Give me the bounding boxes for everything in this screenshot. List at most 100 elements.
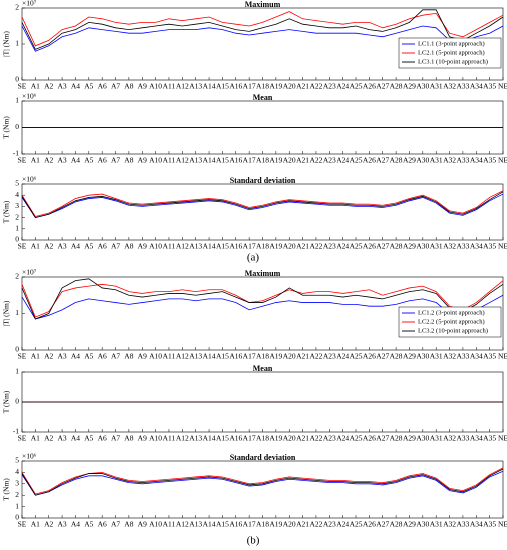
series-line [21,280,504,318]
x-tick-label: A9 [138,352,147,361]
y-axis-label: T (Nm) [2,390,11,413]
y-axis-label: T (Nm) [2,478,11,501]
x-tick-label: A29 [403,434,416,443]
x-tick-label: A6 [98,434,107,443]
y-axis-label: T (Nm) [2,200,11,223]
legend-label: LC3.1 (10-point approach) [418,58,488,65]
x-tick-label: A13 [189,352,202,361]
x-tick-label: A16 [229,520,242,529]
x-tick-label: A9 [138,82,147,91]
x-tick-label: A35 [483,156,496,165]
x-tick-label: A6 [98,156,107,165]
y-tick-label: 1 [15,224,19,233]
legend-label: LC3.2 (10-point approach) [418,327,488,334]
y-tick-label: 3 [15,201,19,210]
y-exponent: ×10⁷ [22,0,37,8]
x-tick-label: A5 [84,82,93,91]
x-tick-label: A20 [283,434,296,443]
x-tick-label: A33 [456,434,469,443]
x-tick-label: A11 [163,352,176,361]
x-tick-label: A2 [44,434,53,443]
x-tick-label: A11 [163,520,176,529]
x-tick-label: A17 [243,352,256,361]
x-tick-label: A24 [336,156,349,165]
series-line [21,294,504,320]
x-tick-label: A19 [269,434,282,443]
y-tick-label: -1 [13,427,19,436]
x-tick-label: A31 [430,156,443,165]
series-line [21,190,504,217]
x-tick-label: A30 [416,242,429,251]
x-tick-label: A24 [336,434,349,443]
x-tick-label: A35 [483,352,496,361]
x-tick-label: A23 [323,242,336,251]
x-tick-label: A27 [376,82,389,91]
x-tick-label: A23 [323,352,336,361]
x-tick-label: A23 [323,82,336,91]
x-tick-label: A17 [243,520,256,529]
x-tick-label: A30 [416,520,429,529]
legend-box [398,37,502,69]
x-tick-label: A11 [163,434,176,443]
x-tick-label: A33 [456,82,469,91]
x-tick-label: A14 [203,82,216,91]
chart-title: Standard deviation [230,453,296,462]
x-tick-label: A33 [456,156,469,165]
x-tick-label: A1 [31,520,40,529]
series-line [21,9,504,50]
x-tick-label: A35 [483,82,496,91]
x-tick-label: A30 [416,434,429,443]
x-tick-label: A9 [138,434,147,443]
x-tick-label: A21 [296,242,309,251]
x-tick-label: A17 [243,82,256,91]
x-tick-label: A26 [363,82,376,91]
x-tick-label: A28 [390,242,403,251]
x-tick-label: A29 [403,242,416,251]
x-tick-label: A7 [111,242,120,251]
x-tick-label: A19 [269,352,282,361]
x-tick-label: A23 [323,434,336,443]
x-tick-label: A16 [229,156,242,165]
x-tick-label: A12 [176,156,189,165]
x-tick-label: A8 [124,352,133,361]
x-tick-label: A12 [176,434,189,443]
x-tick-label: A3 [57,520,66,529]
x-tick-label: A2 [44,520,53,529]
x-tick-label: A26 [363,242,376,251]
x-tick-label: A31 [430,242,443,251]
y-tick-label: 0 [15,513,19,522]
x-tick-label: A21 [296,352,309,361]
x-tick-label: NE [498,434,507,443]
x-tick-label: A2 [44,242,53,251]
x-tick-label: A31 [430,82,443,91]
y-tick-label: -1 [13,149,19,158]
x-tick-label: A20 [283,156,296,165]
x-tick-label: A18 [256,434,269,443]
y-exponent: ×10⁷ [22,268,37,277]
x-tick-label: A1 [31,352,40,361]
x-tick-label: A22 [309,82,322,91]
x-tick-label: A9 [138,242,147,251]
x-tick-label: A24 [336,82,349,91]
y-tick-label: 1 [15,39,19,48]
x-tick-label: A34 [470,434,483,443]
x-tick-label: A19 [269,156,282,165]
x-tick-label: A14 [203,242,216,251]
series-line [21,467,504,495]
x-tick-label: A19 [269,520,282,529]
series-line [21,25,504,52]
x-tick-label: A22 [309,242,322,251]
x-tick-label: A35 [483,242,496,251]
chart-title: Mean [253,93,273,102]
x-tick-label: A20 [283,520,296,529]
legend-label: LC1.2 (3-point approach) [418,309,485,316]
x-tick-label: A25 [350,520,363,529]
x-tick-label: A15 [216,156,229,165]
x-tick-label: A27 [376,352,389,361]
legend-box [398,306,502,338]
x-tick-label: A13 [189,156,202,165]
x-tick-label: A4 [71,520,80,529]
x-tick-label: A3 [57,434,66,443]
x-tick-label: A32 [443,520,456,529]
